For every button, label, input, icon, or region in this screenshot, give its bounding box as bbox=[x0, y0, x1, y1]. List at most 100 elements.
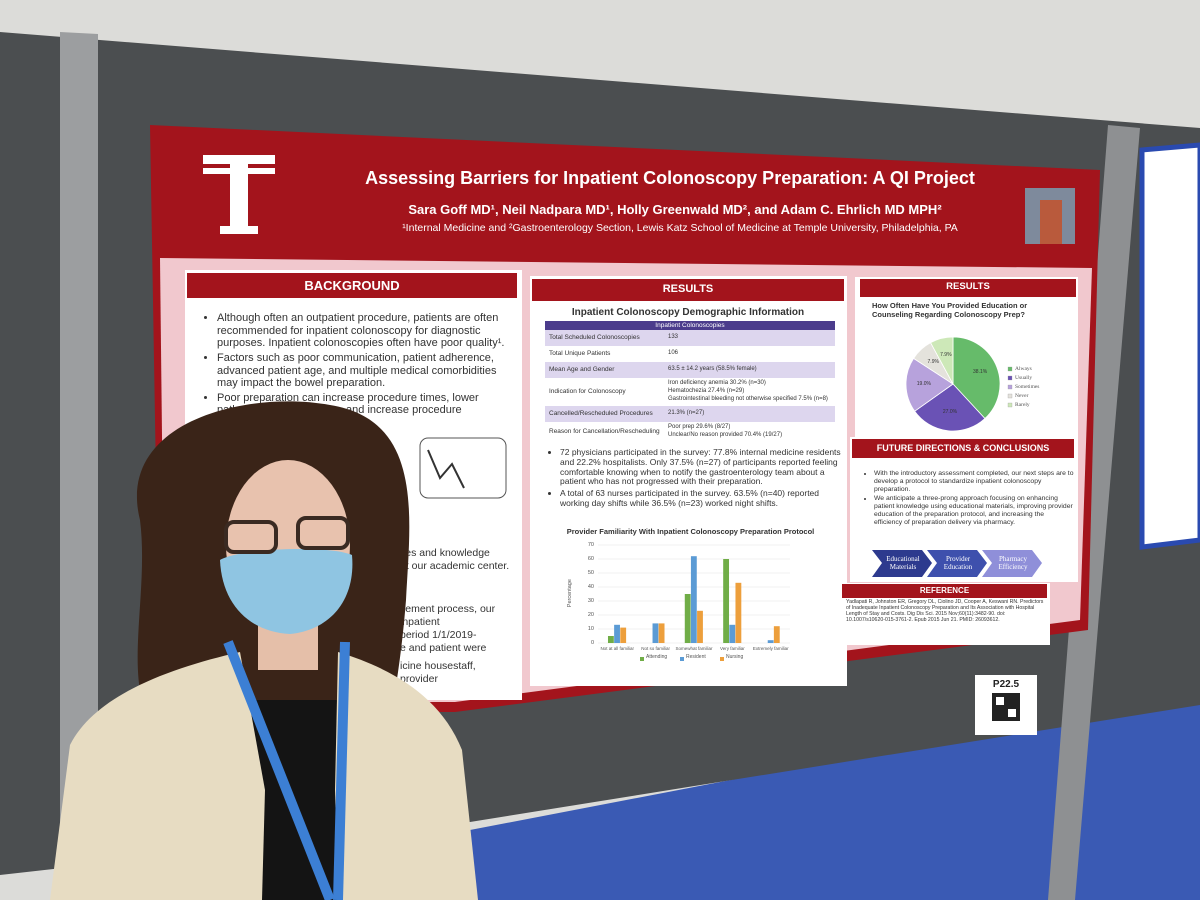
row-value: 133 bbox=[668, 334, 679, 340]
table-row bbox=[545, 330, 835, 346]
text-fragment: vement process, our bbox=[400, 603, 496, 615]
text-fragment: inpatient bbox=[400, 616, 440, 628]
table-header: Inpatient Colonoscopies bbox=[655, 322, 725, 329]
legend-swatch bbox=[1007, 402, 1013, 408]
row-value: Hematochezia 27.4% (n=29) bbox=[668, 388, 745, 394]
row-value: 63.5 ± 14.2 years (58.5% female) bbox=[668, 366, 757, 372]
legend-swatch bbox=[1007, 393, 1013, 399]
reference: Yadlapati R, Johnston ER, Gregory DL, Ci… bbox=[846, 599, 1044, 623]
y-tick-label: 10 bbox=[587, 625, 594, 632]
legend-label: Usually bbox=[1015, 374, 1033, 381]
text-fragment: period 1/1/2019- bbox=[400, 629, 477, 641]
row-label: Mean Age and Gender bbox=[549, 366, 615, 373]
post bbox=[60, 32, 98, 900]
slice-label: 19.0% bbox=[916, 380, 931, 387]
heading: BACKGROUND bbox=[304, 278, 400, 293]
legend-label: Rarely bbox=[1015, 401, 1030, 408]
y-tick-label: 70 bbox=[587, 541, 594, 548]
row-label: Reason for Cancellation/Rescheduling bbox=[549, 428, 660, 435]
carpet bbox=[470, 690, 1200, 900]
building-photo bbox=[1040, 200, 1062, 244]
step-label: Provider Education bbox=[943, 555, 973, 572]
board-label-text: P22.5 bbox=[992, 679, 1020, 690]
table-row bbox=[545, 422, 835, 442]
step-arrow bbox=[982, 550, 1042, 577]
y-tick-label: 50 bbox=[587, 569, 594, 576]
bar bbox=[690, 556, 697, 643]
text-fragment: provider bbox=[400, 673, 438, 685]
table-row bbox=[545, 378, 835, 406]
chart-title: Provider Familiarity With Inpatient Colo… bbox=[566, 527, 815, 536]
panel-header bbox=[852, 439, 1074, 458]
bullet: Although often an outpatient procedure, … bbox=[217, 312, 517, 350]
step-arrow bbox=[927, 550, 987, 577]
bar bbox=[658, 623, 665, 643]
bullet: A total of 63 nurses participated in the… bbox=[560, 488, 845, 509]
legend-label: Nursing bbox=[726, 654, 744, 660]
row-value: Iron deficiency anemia 30.2% (n=30) bbox=[668, 380, 766, 386]
bar bbox=[773, 626, 780, 643]
panel-header bbox=[532, 279, 844, 301]
row-label: Cancelled/Rescheduled Procedures bbox=[549, 410, 653, 417]
pie-slice bbox=[952, 336, 1001, 420]
mask bbox=[220, 548, 353, 634]
lanyard bbox=[333, 641, 350, 900]
title: Assessing Barriers for Inpatient Colonos… bbox=[365, 168, 975, 188]
row-value: Gastrointestinal bleeding not otherwise … bbox=[668, 396, 828, 402]
y-tick-label: 40 bbox=[587, 583, 594, 590]
glasses bbox=[296, 516, 350, 550]
authors: Sara Goff MD¹, Neil Nadpara MD¹, Holly G… bbox=[408, 202, 942, 217]
logo bbox=[203, 155, 275, 234]
logo-bar bbox=[203, 155, 275, 164]
x-tick-label: Very familiar bbox=[720, 646, 745, 651]
x-tick-label: Somewhat familiar bbox=[675, 646, 713, 651]
bar bbox=[684, 594, 691, 643]
slice-label: 7.9% bbox=[940, 351, 952, 358]
legend-label: Never bbox=[1015, 392, 1029, 399]
bullet-list: 72 physicians participated in the survey… bbox=[548, 447, 845, 511]
chart-title: How Often Have You Provided Education or… bbox=[872, 301, 1028, 319]
bullet: 72 physicians participated in the survey… bbox=[560, 447, 845, 487]
heading: RESULTS bbox=[946, 281, 990, 292]
bar bbox=[723, 559, 730, 643]
qr-code bbox=[996, 697, 1004, 705]
legend-swatch bbox=[1007, 375, 1013, 381]
x-tick-label: Not so familiar bbox=[641, 646, 670, 651]
pie-slice bbox=[930, 336, 954, 385]
pie-slice bbox=[905, 357, 954, 412]
bar bbox=[607, 636, 614, 643]
table-row bbox=[545, 362, 835, 378]
step-label: Educational Materials bbox=[886, 555, 920, 572]
logo-base bbox=[220, 226, 258, 234]
legend-label: Always bbox=[1015, 365, 1032, 372]
text-fragment: ses and knowledge bbox=[400, 547, 490, 559]
glasses bbox=[224, 520, 278, 554]
cardigan bbox=[335, 652, 478, 900]
legend-label: Resident bbox=[686, 654, 706, 660]
row-label: Total Unique Patients bbox=[549, 350, 611, 357]
bar bbox=[620, 627, 627, 643]
text-fragment: at our academic center. bbox=[400, 560, 510, 572]
y-tick-label: 20 bbox=[587, 611, 594, 618]
row-label: Indication for Colonoscopy bbox=[549, 388, 626, 395]
y-tick-label: 60 bbox=[587, 555, 594, 562]
cardigan bbox=[50, 652, 265, 900]
x-tick-label: Extremely familiar bbox=[752, 646, 789, 651]
bar bbox=[735, 582, 742, 643]
panel-header bbox=[187, 273, 517, 298]
heading: REFERENCE bbox=[919, 586, 970, 595]
bullet: With the introductory assessment complet… bbox=[874, 470, 1074, 493]
logo-stem bbox=[230, 164, 248, 230]
legend-swatch bbox=[1007, 366, 1013, 372]
panel-header bbox=[842, 584, 1047, 598]
legend-swatch bbox=[680, 657, 684, 661]
slice-label: 27.0% bbox=[942, 408, 958, 415]
legend-swatch bbox=[720, 657, 724, 661]
neighbor-poster bbox=[1139, 142, 1200, 550]
pie-slice bbox=[914, 383, 986, 432]
table-row bbox=[545, 406, 835, 422]
bullet-list: With the introductory assessment complet… bbox=[862, 470, 1074, 529]
y-tick-label: 0 bbox=[590, 639, 594, 646]
